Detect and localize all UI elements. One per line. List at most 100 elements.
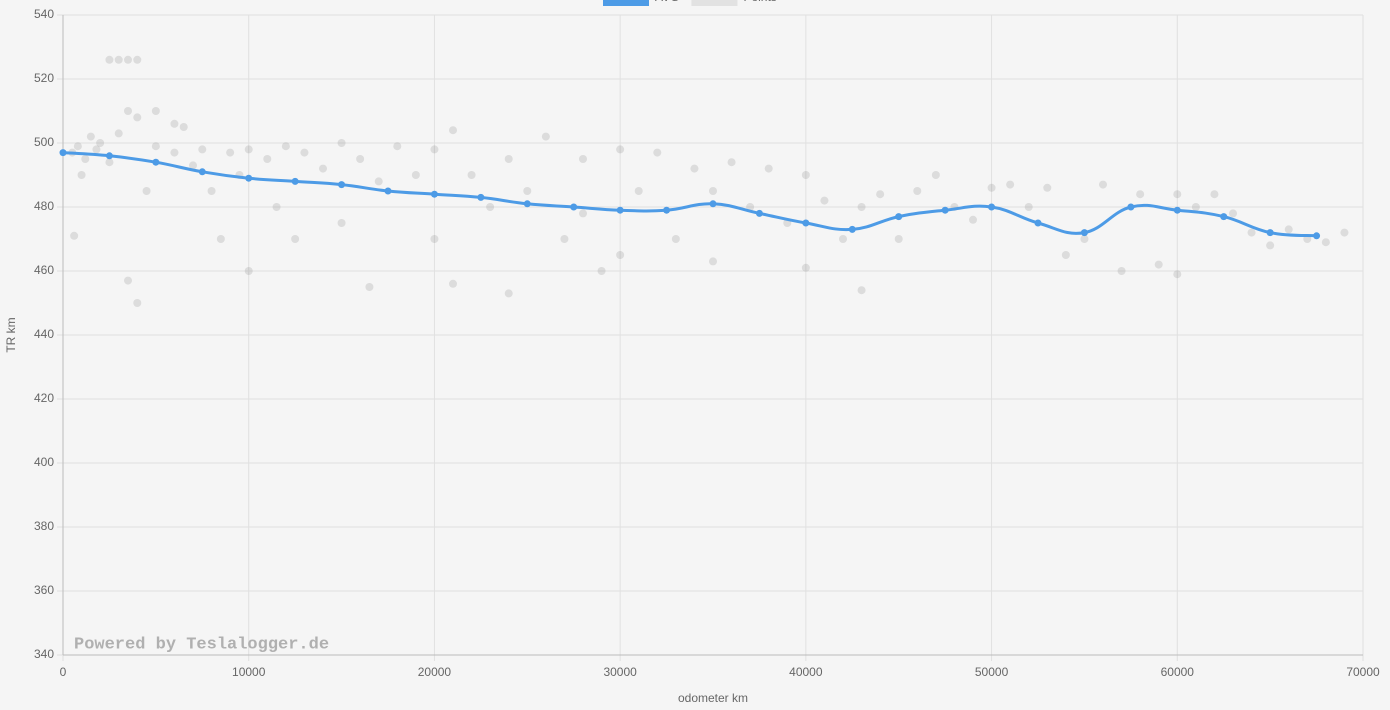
x-tick-label: 70000 (1346, 665, 1380, 679)
point (198, 145, 207, 154)
point (189, 161, 197, 170)
point (1099, 180, 1107, 189)
legend-swatch (691, 0, 738, 6)
point (541, 132, 550, 141)
avg-point (430, 190, 438, 198)
point (634, 187, 643, 195)
point (86, 132, 95, 141)
point (226, 148, 235, 157)
point (430, 145, 439, 154)
y-tick-label: 500 (34, 135, 54, 149)
avg-point (1220, 213, 1228, 221)
point (281, 142, 290, 151)
avg-point (523, 200, 531, 208)
avg-point (895, 213, 903, 221)
point (179, 123, 188, 131)
avg-point (152, 158, 160, 166)
point (77, 171, 86, 179)
point (1024, 203, 1033, 211)
avg-point (941, 206, 949, 214)
point (356, 155, 365, 163)
point (857, 203, 866, 211)
point (124, 55, 132, 64)
point (876, 190, 885, 199)
point (105, 158, 114, 167)
legend-label: AVG (655, 0, 679, 4)
avg-point (709, 200, 717, 208)
point (839, 235, 847, 243)
point (1210, 190, 1219, 199)
avg-point (1313, 232, 1321, 240)
point (263, 155, 272, 163)
point (133, 113, 142, 122)
point (746, 203, 755, 211)
point (616, 251, 625, 259)
point (486, 203, 495, 211)
legend-swatch (603, 0, 649, 6)
point (504, 289, 513, 298)
point (291, 235, 300, 243)
point (449, 279, 457, 288)
point (1117, 267, 1126, 275)
point (987, 183, 996, 192)
x-axis-title: odometer km (678, 691, 748, 705)
point (1321, 238, 1330, 247)
point (653, 148, 662, 157)
point (709, 187, 717, 195)
point (579, 155, 587, 163)
point (523, 187, 532, 195)
point (272, 203, 281, 211)
point (337, 219, 346, 227)
avg-point (1080, 229, 1088, 237)
point (319, 164, 327, 173)
point (1340, 228, 1349, 237)
avg-point (616, 206, 624, 214)
point (913, 187, 922, 195)
point (70, 231, 79, 240)
y-tick-label: 480 (34, 199, 54, 213)
point (560, 235, 569, 243)
point (504, 155, 513, 163)
point (207, 187, 216, 195)
point (170, 119, 179, 128)
point (114, 55, 123, 64)
point (244, 267, 253, 275)
point (857, 286, 866, 295)
avg-point (198, 168, 206, 176)
point (244, 145, 253, 154)
point (124, 107, 132, 115)
point (73, 142, 82, 151)
x-tick-label: 40000 (789, 665, 823, 679)
point (1229, 209, 1237, 218)
avg-point (338, 181, 346, 189)
point (764, 164, 773, 173)
point (1247, 228, 1256, 237)
point (801, 171, 810, 179)
avg-point (1127, 203, 1135, 211)
point (411, 171, 420, 179)
avg-point (1266, 229, 1274, 237)
point (300, 148, 309, 157)
point (1173, 270, 1182, 279)
point (931, 171, 940, 179)
avg-point (477, 193, 485, 201)
point (1080, 235, 1089, 243)
point (894, 235, 903, 243)
point (1284, 225, 1293, 234)
y-tick-label: 460 (34, 263, 54, 277)
point (449, 126, 457, 135)
point (801, 263, 810, 272)
point (467, 171, 476, 179)
point (133, 55, 142, 64)
y-tick-label: 540 (34, 7, 54, 21)
avg-point (105, 152, 113, 160)
avg-point (384, 187, 392, 195)
y-tick-label: 360 (34, 583, 54, 597)
legend-label: Points (743, 0, 776, 4)
avg-point (291, 177, 299, 185)
y-tick-label: 400 (34, 455, 54, 469)
point (142, 187, 151, 195)
y-tick-label: 380 (34, 519, 54, 533)
avg-point (1173, 206, 1181, 214)
